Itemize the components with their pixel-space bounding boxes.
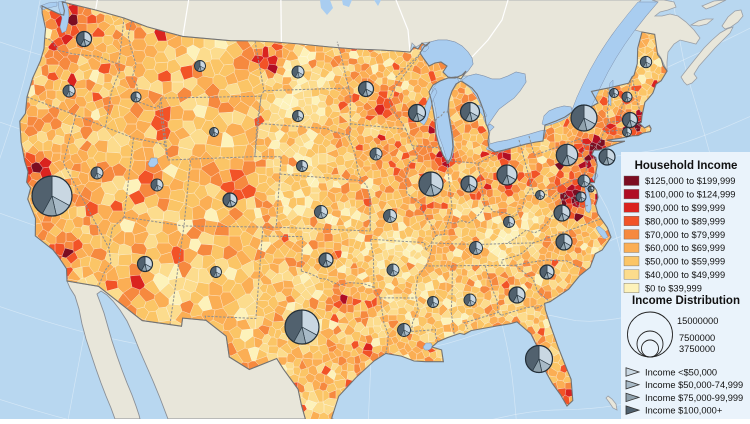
svg-text:$100,000 to $124,999: $100,000 to $124,999 [645, 190, 735, 200]
svg-text:Income Distribution: Income Distribution [632, 295, 740, 307]
svg-text:$40,000 to $49,999: $40,000 to $49,999 [645, 270, 725, 280]
svg-text:3750000: 3750000 [679, 344, 715, 354]
svg-text:$0 to $39,999: $0 to $39,999 [645, 283, 702, 293]
svg-text:7500000: 7500000 [679, 333, 715, 343]
svg-text:Income $50,000-74,999: Income $50,000-74,999 [645, 380, 743, 390]
svg-text:Household Income: Household Income [635, 160, 738, 172]
svg-text:Income $100,000+: Income $100,000+ [645, 406, 722, 416]
svg-text:$125,000 to $199,999: $125,000 to $199,999 [645, 176, 735, 186]
svg-text:$70,000 to $79,999: $70,000 to $79,999 [645, 230, 725, 240]
svg-text:Income <$50,000: Income <$50,000 [645, 367, 717, 377]
svg-text:$60,000 to $69,999: $60,000 to $69,999 [645, 243, 725, 253]
svg-text:$90,000 to $99,999: $90,000 to $99,999 [645, 203, 725, 213]
svg-text:$50,000 to $59,999: $50,000 to $59,999 [645, 257, 725, 267]
svg-text:$80,000 to $89,999: $80,000 to $89,999 [645, 216, 725, 226]
svg-text:15000000: 15000000 [677, 316, 718, 326]
svg-text:Income $75,000-99,999: Income $75,000-99,999 [645, 393, 743, 403]
